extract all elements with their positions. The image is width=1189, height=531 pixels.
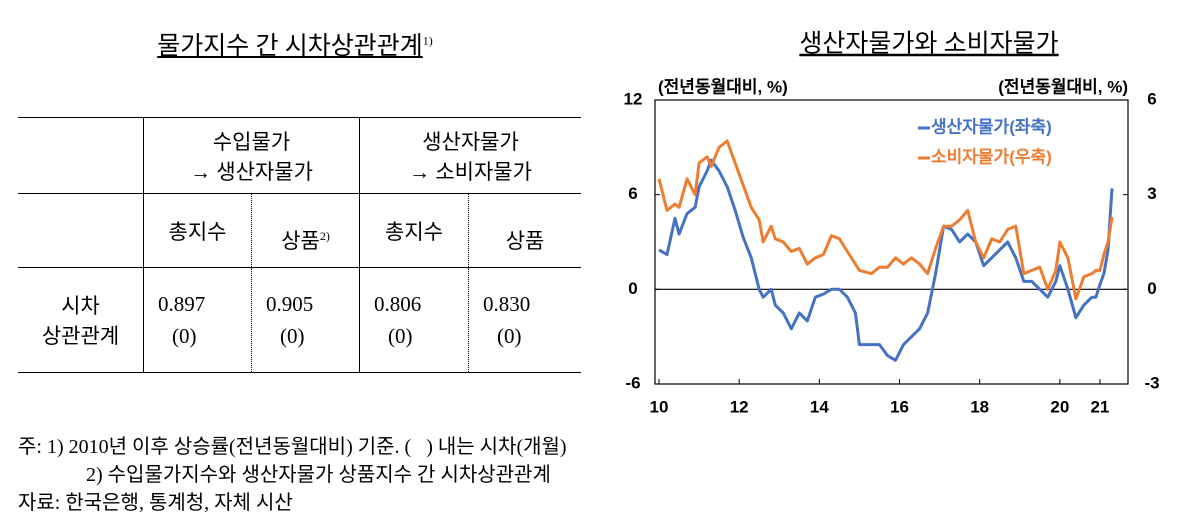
- cell: 0.806 (0): [359, 267, 469, 373]
- row-label-line: 상관관계: [41, 324, 120, 348]
- y-axis-label: (전년동월대비, %): [658, 77, 788, 96]
- lag: (0): [388, 324, 413, 348]
- source: 자료: 한국은행, 통계청, 자체 시산: [18, 492, 293, 514]
- series-line: [657, 139, 1114, 301]
- correlation: 0.830: [483, 292, 531, 316]
- correlation: 0.897: [158, 292, 206, 316]
- chart: 생산자물가와 소비자물가 (전년동월대비, %) (전년동월대비, %) -6 0…: [624, 30, 1160, 417]
- plot-frame: [654, 99, 1129, 385]
- footnote-mark: 1): [422, 33, 433, 48]
- y-tick-label: 6: [628, 184, 637, 203]
- y-tick-label: 0: [628, 279, 637, 298]
- row-label-line: 시차: [61, 294, 100, 318]
- subheader: 상품2): [251, 193, 360, 268]
- legend-label: 생산자물가(좌축): [931, 117, 1052, 136]
- subheader-text: 상품: [281, 228, 320, 253]
- empty-cell: [18, 193, 144, 268]
- y2-tick-label: 3: [1147, 184, 1156, 203]
- subheader-text: 총지수: [385, 219, 443, 244]
- chart-title: 생산자물가와 소비자물가: [799, 30, 1058, 58]
- cell: 0.897 (0): [143, 267, 252, 373]
- x-tick-label: 20: [1050, 397, 1069, 416]
- group-header: 생산자물가 → 소비자물가: [359, 117, 581, 194]
- x-tick-label: 21: [1090, 397, 1109, 416]
- subheader-text: 상품: [505, 228, 545, 253]
- group-header: 수입물가 → 생산자물가: [143, 117, 360, 194]
- x-tick-label: 16: [890, 397, 909, 416]
- note: 2) 수입물가지수와 생산자물가 상품지수 간 시차상관관계: [86, 464, 551, 486]
- y2-axis-label: (전년동월대비, %): [998, 77, 1128, 96]
- subheader: 상품: [468, 193, 581, 268]
- subheader-text: 총지수: [168, 219, 227, 244]
- legend-label: 소비자물가(우축): [931, 147, 1052, 166]
- lag: (0): [280, 324, 305, 348]
- lag: (0): [497, 324, 522, 348]
- x-tick-label: 10: [650, 397, 669, 416]
- x-tick-label: 14: [810, 397, 829, 416]
- header-line: → 생산자물가: [190, 159, 313, 184]
- x-tick-label: 12: [730, 397, 749, 416]
- header-line: 생산자물가: [422, 129, 519, 154]
- subheader: 총지수: [359, 193, 469, 268]
- footnote-mark: 2): [319, 228, 330, 243]
- series-line: [658, 158, 1114, 362]
- cell: 0.905 (0): [251, 267, 360, 373]
- corner-cell: [18, 117, 144, 194]
- y2-tick-label: 0: [1147, 279, 1156, 298]
- table-title: 물가지수 간 시차상관관계1): [0, 26, 590, 62]
- title-text: 물가지수 간 시차상관관계: [157, 33, 423, 60]
- y-tick-label: 12: [624, 89, 643, 108]
- correlation-table: 수입물가 → 생산자물가 생산자물가 → 소비자물가 총지수 상품2) 총지수 상품…: [18, 117, 581, 373]
- note: 주: 1) 2010년 이후 상승률(전년동월대비) 기준. ( ) 내는 시차…: [18, 436, 567, 458]
- x-tick-label: 18: [970, 397, 989, 416]
- lag: (0): [172, 324, 197, 348]
- cell: 0.830 (0): [468, 267, 581, 373]
- y2-tick-label: 6: [1147, 89, 1156, 108]
- header-line: 수입물가: [212, 129, 291, 154]
- subheader: 총지수: [143, 193, 252, 268]
- header-line: → 소비자물가: [409, 159, 532, 184]
- y2-tick-label: -3: [1144, 373, 1159, 392]
- correlation: 0.905: [266, 292, 314, 316]
- correlation: 0.806: [374, 292, 422, 316]
- y-tick-label: -6: [625, 373, 640, 392]
